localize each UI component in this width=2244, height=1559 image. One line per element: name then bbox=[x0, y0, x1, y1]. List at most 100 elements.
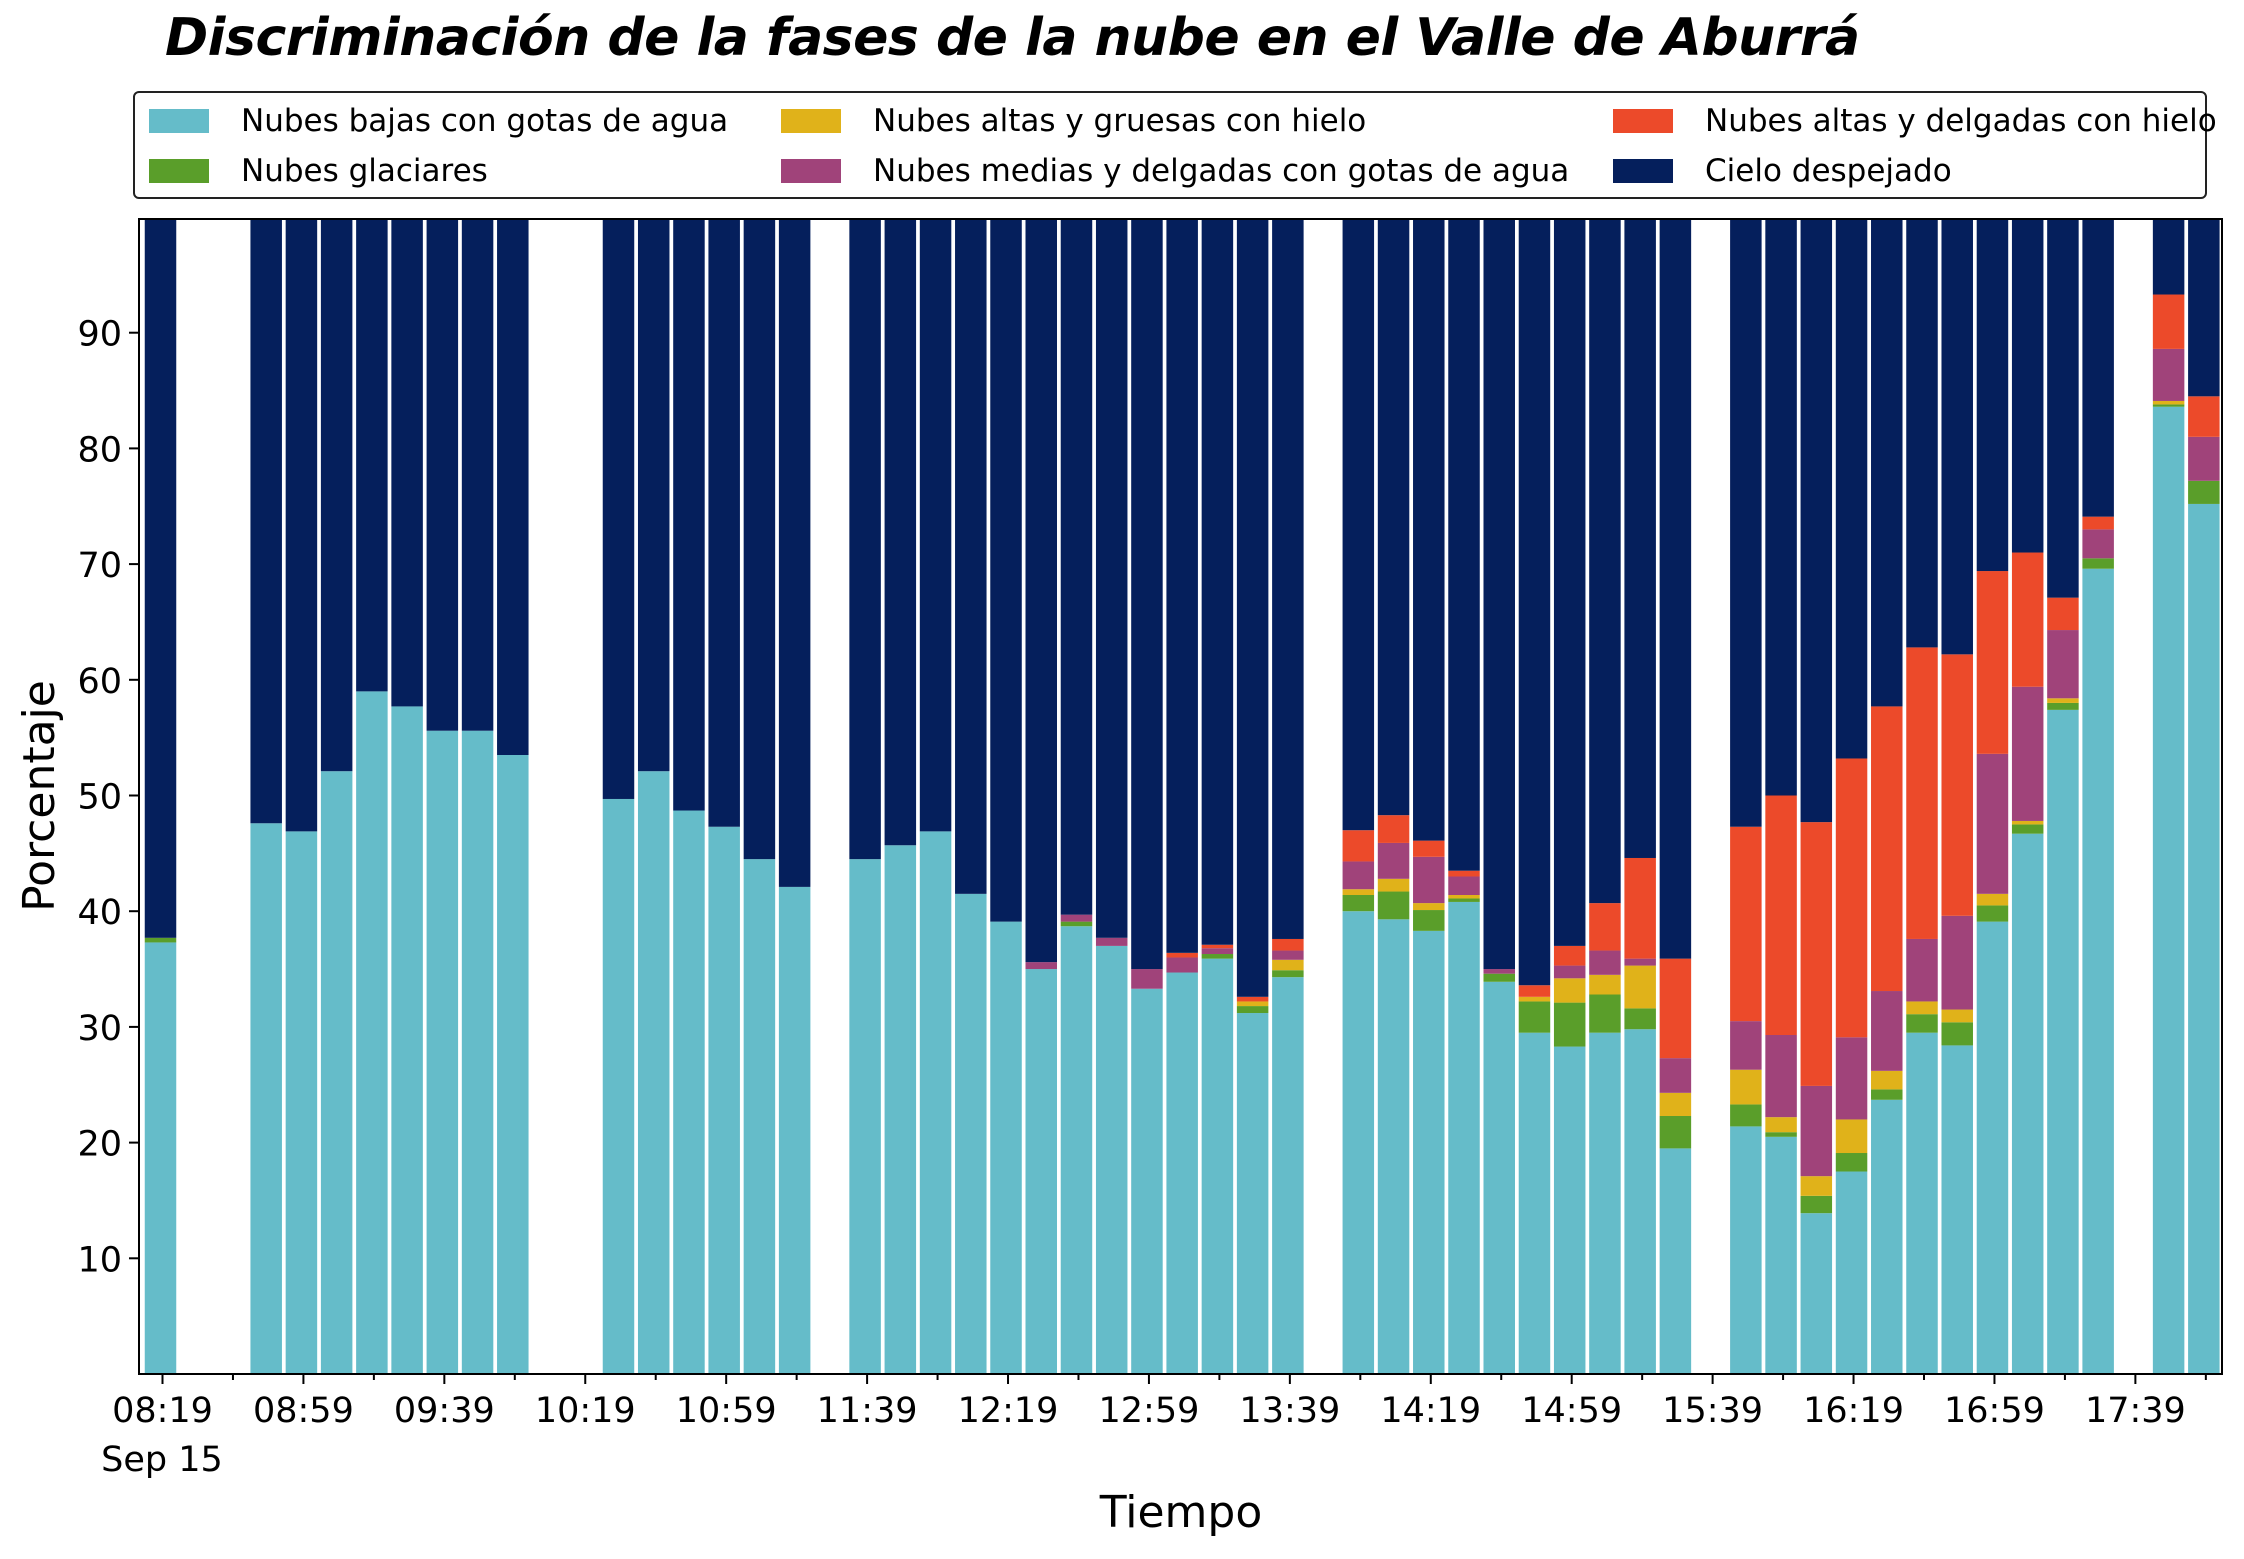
bar-stack bbox=[2047, 219, 2079, 1374]
bar-segment bbox=[1095, 219, 1128, 938]
bar-stack bbox=[637, 219, 670, 1374]
bar-stack bbox=[1553, 219, 1586, 1374]
bar-segment bbox=[1377, 919, 1410, 1374]
bar-stack bbox=[144, 219, 177, 1374]
legend-label: Nubes glaciares bbox=[241, 153, 488, 189]
bar-segment bbox=[1377, 878, 1410, 892]
legend-swatch-nubes-glaciares bbox=[149, 159, 209, 183]
bar-segment bbox=[1131, 969, 1163, 989]
bar-segment bbox=[2047, 219, 2079, 598]
bar-segment bbox=[2082, 529, 2114, 559]
bar-segment bbox=[2082, 219, 2114, 517]
bar-segment bbox=[1589, 219, 1621, 904]
bar-segment bbox=[1236, 1006, 1269, 1014]
bar-segment bbox=[1448, 901, 1480, 1374]
bar-segment bbox=[1589, 974, 1621, 995]
y-tick-label: 90 bbox=[77, 315, 122, 355]
legend-item-altas-delgadas: Nubes altas y delgadas con hielo bbox=[1613, 103, 2217, 139]
bar-stack bbox=[1377, 219, 1410, 1374]
x-tick-label: 10:59 bbox=[676, 1391, 777, 1431]
bar-segment bbox=[1906, 1032, 1938, 1374]
bar-segment bbox=[1941, 654, 1973, 916]
legend-label: Nubes altas y delgadas con hielo bbox=[1705, 103, 2217, 139]
bar-stack bbox=[1765, 219, 1797, 1374]
bar-segment bbox=[1730, 1021, 1762, 1070]
legend-swatch-nubes-bajas bbox=[149, 109, 209, 133]
bar-segment bbox=[1941, 1009, 1973, 1023]
bar-segment bbox=[356, 691, 388, 1374]
bar-stack bbox=[1730, 219, 1762, 1374]
bar-stack bbox=[1659, 219, 1692, 1374]
bar-segment bbox=[426, 219, 459, 731]
bar-segment bbox=[1871, 1099, 1903, 1374]
bar-segment bbox=[461, 730, 494, 1374]
bar-segment bbox=[990, 921, 1022, 1374]
bar-segment bbox=[1518, 219, 1551, 986]
bar-stack bbox=[1095, 219, 1128, 1374]
bar-segment bbox=[1765, 1132, 1797, 1137]
bar-segment bbox=[1201, 954, 1234, 959]
bar-segment bbox=[1518, 1001, 1551, 1033]
bar-stack bbox=[884, 219, 917, 1374]
bar-stack bbox=[1941, 219, 1973, 1374]
bar-segment bbox=[2011, 824, 2044, 834]
bar-segment bbox=[1448, 895, 1480, 899]
bar-segment bbox=[1835, 219, 1868, 759]
bar-segment bbox=[1659, 219, 1692, 959]
bar-segment bbox=[1060, 926, 1093, 1374]
legend-item-nubes-bajas: Nubes bajas con gotas de agua bbox=[149, 103, 728, 139]
bar-segment bbox=[1553, 1002, 1586, 1047]
bar-stack bbox=[497, 219, 529, 1374]
bar-stack bbox=[1342, 219, 1375, 1374]
bar-segment bbox=[1800, 219, 1833, 823]
bar-stack bbox=[391, 219, 423, 1374]
legend-label: Nubes altas y gruesas con hielo bbox=[873, 103, 1367, 139]
legend-label: Nubes bajas con gotas de agua bbox=[241, 103, 729, 139]
legend: Nubes bajas con gotas de agua Nubes glac… bbox=[133, 91, 2217, 199]
bar-stack bbox=[320, 219, 353, 1374]
x-tick-label: 09:39 bbox=[394, 1391, 495, 1431]
x-tick-label: 13:39 bbox=[1239, 1391, 1340, 1431]
bar-segment bbox=[1413, 840, 1445, 857]
bar-segment bbox=[1659, 1115, 1692, 1149]
bar-segment bbox=[1060, 921, 1093, 927]
bar-segment bbox=[743, 219, 776, 860]
bar-stack bbox=[1518, 219, 1551, 1374]
x-tick-label: 08:59 bbox=[253, 1391, 354, 1431]
bar-segment bbox=[1413, 903, 1445, 911]
bar-stack bbox=[1166, 219, 1198, 1374]
bar-segment bbox=[320, 771, 353, 1374]
bar-segment bbox=[1272, 219, 1304, 939]
bar-segment bbox=[2188, 219, 2220, 397]
x-axis-label: Tiempo bbox=[1099, 1487, 1263, 1538]
bar-stack bbox=[743, 219, 776, 1374]
bar-segment bbox=[1342, 861, 1375, 890]
bar-stack bbox=[2011, 219, 2044, 1374]
bar-segment bbox=[1765, 1117, 1797, 1133]
bar-segment bbox=[1730, 1104, 1762, 1127]
y-tick-label: 20 bbox=[77, 1125, 122, 1165]
bar-segment bbox=[497, 755, 529, 1374]
bar-segment bbox=[285, 831, 318, 1374]
bar-segment bbox=[1483, 969, 1515, 974]
bar-segment bbox=[356, 219, 388, 692]
bar-segment bbox=[2188, 480, 2220, 504]
bar-segment bbox=[1659, 1058, 1692, 1093]
bar-segment bbox=[1871, 991, 1903, 1071]
bar-segment bbox=[1413, 219, 1445, 841]
bar-segment bbox=[919, 831, 952, 1374]
bar-segment bbox=[2082, 568, 2114, 1374]
bar-segment bbox=[2152, 404, 2185, 407]
bar-segment bbox=[1906, 1014, 1938, 1033]
bar-stack bbox=[2188, 219, 2220, 1374]
bar-stack bbox=[708, 219, 740, 1374]
bar-segment bbox=[1448, 876, 1480, 895]
bar-stack bbox=[1589, 219, 1621, 1374]
x-tick-label: 16:19 bbox=[1803, 1391, 1904, 1431]
x-tick-label: 14:19 bbox=[1380, 1391, 1481, 1431]
bar-segment bbox=[2152, 400, 2185, 405]
legend-item-nubes-glaciares: Nubes glaciares bbox=[149, 153, 488, 189]
bar-segment bbox=[708, 826, 740, 1374]
bar-stack bbox=[1201, 219, 1234, 1374]
bar-segment bbox=[1342, 219, 1375, 831]
